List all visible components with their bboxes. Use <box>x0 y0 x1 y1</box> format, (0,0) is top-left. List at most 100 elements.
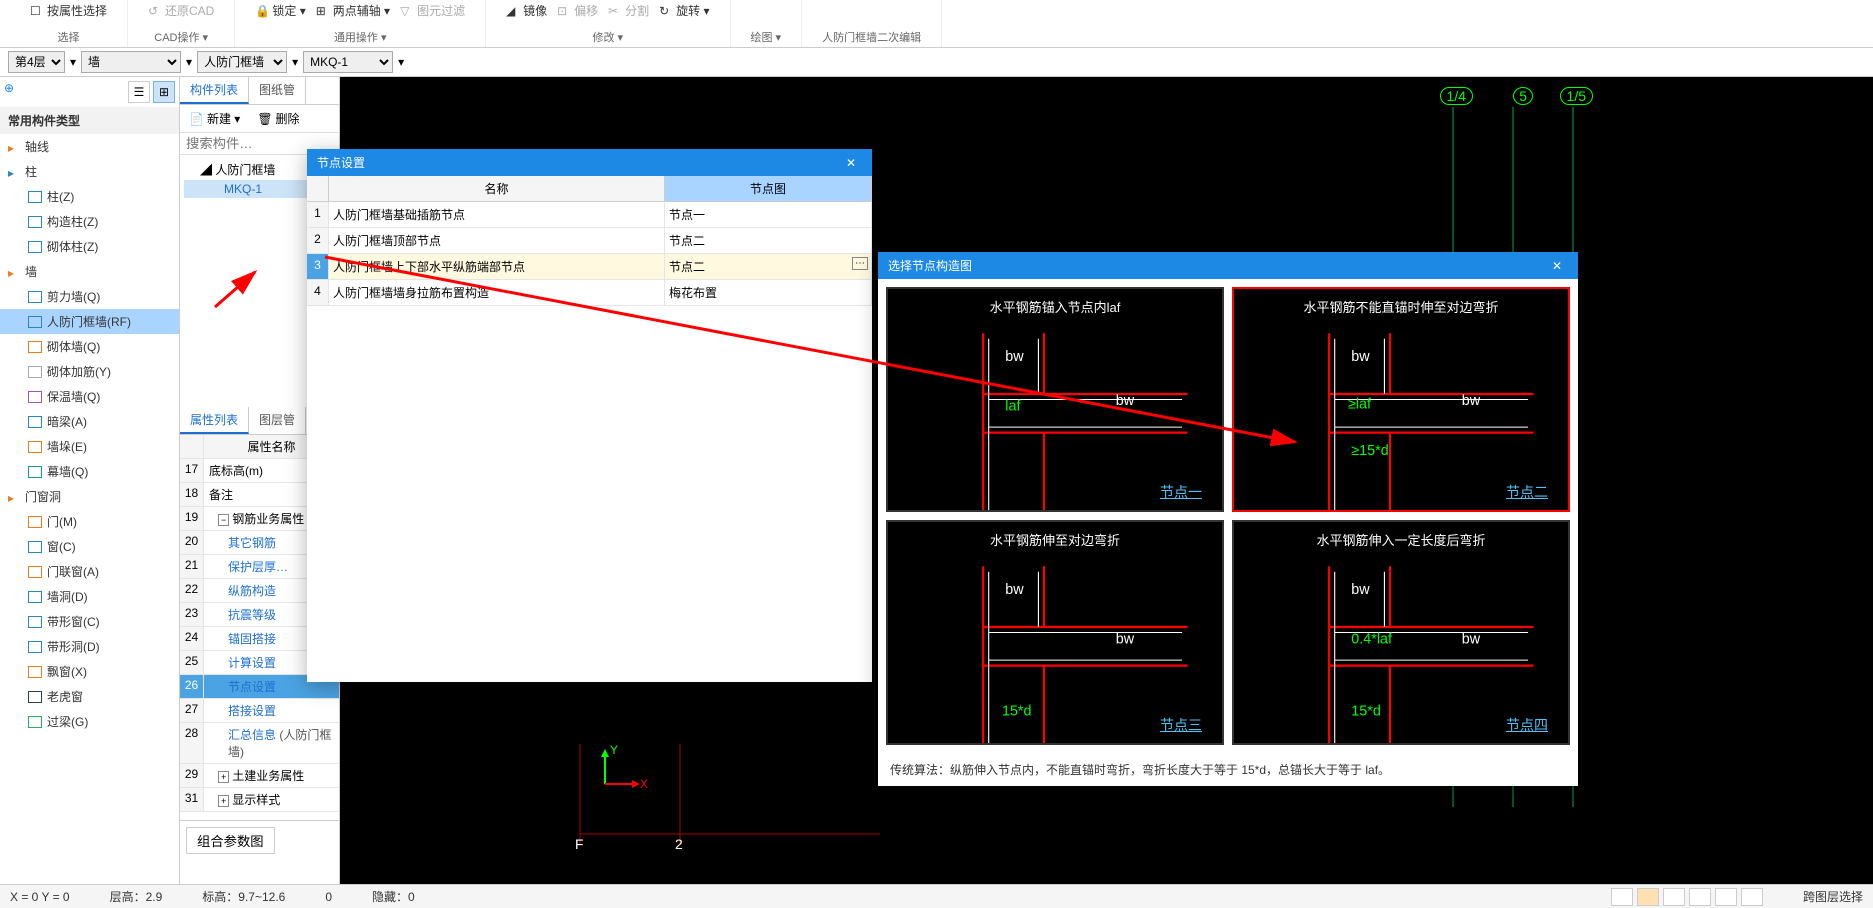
property-row[interactable]: 29+土建业务属性 <box>180 764 339 788</box>
ribbon-item: ⊡偏移 <box>557 2 598 19</box>
svg-text:Y: Y <box>610 743 618 757</box>
nav-item[interactable]: 人防门框墙(RF) <box>0 309 179 334</box>
nav-header: 常用构件类型 <box>0 107 179 134</box>
diagram-option[interactable]: 水平钢筋伸入一定长度后弯折 bw0.4*lafbw15*d 节点四 <box>1232 520 1570 745</box>
status-icon[interactable] <box>1663 888 1685 906</box>
close-icon[interactable]: ✕ <box>1546 259 1568 273</box>
category-select[interactable]: 墙 <box>81 51 181 73</box>
nav-item[interactable]: 老虎窗 <box>0 684 179 709</box>
nav-item[interactable]: 带形洞(D) <box>0 634 179 659</box>
new-button[interactable]: 📄 新建 ▾ <box>183 108 246 129</box>
nav-item[interactable]: 墙垛(E) <box>0 434 179 459</box>
nav-item[interactable]: 柱(Z) <box>0 184 179 209</box>
diagram-option[interactable]: 水平钢筋锚入节点内laf bw laf bw 节点一 <box>886 287 1224 512</box>
ribbon-item[interactable]: ☐按属性选择 <box>30 2 107 19</box>
ribbon-item[interactable]: 🔒锁定 ▾ <box>255 2 305 19</box>
ribbon-group-label: 修改 ▾ <box>593 29 624 45</box>
svg-text:bw: bw <box>1462 632 1481 648</box>
diagram-link[interactable]: 节点一 <box>1160 482 1202 502</box>
node-row[interactable]: 1人防门框墙基础插筋节点节点一 <box>307 202 872 228</box>
col-name: 名称 <box>329 176 665 201</box>
nav-item[interactable]: 幕墙(Q) <box>0 459 179 484</box>
nav-item[interactable]: 门(M) <box>0 509 179 534</box>
diagram-link[interactable]: 节点二 <box>1506 482 1548 502</box>
combo-param-button[interactable]: 组合参数图 <box>186 827 275 854</box>
left-nav: ⊕ ☰ ⊞ 常用构件类型 ▸轴线▸柱柱(Z)构造柱(Z)砌体柱(Z)▸墙剪力墙(… <box>0 77 180 884</box>
nav-item[interactable]: 门联窗(A) <box>0 559 179 584</box>
svg-text:≥laf: ≥laf <box>1348 396 1372 412</box>
svg-text:bw: bw <box>1116 393 1135 409</box>
property-row[interactable]: 31+显示样式 <box>180 788 339 812</box>
status-zero: 0 <box>325 890 332 904</box>
nav-group[interactable]: ▸轴线 <box>0 134 179 159</box>
axis-f: F <box>575 836 584 852</box>
diagram-link[interactable]: 节点三 <box>1160 715 1202 735</box>
nav-item[interactable]: 过梁(G) <box>0 709 179 734</box>
node-row[interactable]: 2人防门框墙顶部节点节点二 <box>307 228 872 254</box>
svg-text:bw: bw <box>1351 349 1370 365</box>
svg-text:bw: bw <box>1462 393 1481 409</box>
nav-item[interactable]: 飘窗(X) <box>0 659 179 684</box>
nav-item[interactable]: 剪力墙(Q) <box>0 284 179 309</box>
nav-group[interactable]: ▸墙 <box>0 259 179 284</box>
axis-label: 5 <box>1513 87 1533 105</box>
status-floor-height: 层高：2.9 <box>110 888 163 905</box>
status-icon[interactable] <box>1689 888 1711 906</box>
tab-component-list[interactable]: 构件列表 <box>180 77 249 104</box>
status-icon[interactable] <box>1611 888 1633 906</box>
tab-properties[interactable]: 属性列表 <box>180 407 249 434</box>
ribbon-item[interactable]: ◢镜像 <box>506 2 547 19</box>
nav-item[interactable]: 墙洞(D) <box>0 584 179 609</box>
status-icon[interactable] <box>1637 888 1659 906</box>
view-list-icon[interactable]: ☰ <box>128 81 150 103</box>
ribbon-item: ✂分割 <box>608 2 649 19</box>
tab-drawing[interactable]: 图纸管 <box>249 77 306 104</box>
delete-button[interactable]: 🗑 删除 <box>251 108 305 129</box>
col-diagram: 节点图 <box>665 176 872 201</box>
property-row[interactable]: 28汇总信息 (人防门框墙) <box>180 723 339 764</box>
node-row[interactable]: 3人防门框墙上下部水平纵筋端部节点节点二⋯ <box>307 254 872 280</box>
svg-text:15*d: 15*d <box>1002 703 1032 719</box>
node-row[interactable]: 4人防门框墙墙身拉筋布置构造梅花布置 <box>307 280 872 306</box>
status-icon[interactable] <box>1715 888 1737 906</box>
nav-item[interactable]: 砌体墙(Q) <box>0 334 179 359</box>
nav-item[interactable]: 砌体柱(Z) <box>0 234 179 259</box>
ribbon-group-label: 通用操作 ▾ <box>334 29 387 45</box>
diagram-option[interactable]: 水平钢筋伸至对边弯折 bwbw15*d 节点三 <box>886 520 1224 745</box>
close-icon[interactable]: ✕ <box>840 156 862 170</box>
ribbon-item[interactable]: ⊞两点辅轴 ▾ <box>316 2 390 19</box>
ribbon-group-label: 人防门框墙二次编辑 <box>822 29 921 45</box>
ribbon-item[interactable]: ↻旋转 ▾ <box>659 2 709 19</box>
node-settings-dialog: 节点设置 ✕ 名称 节点图 1人防门框墙基础插筋节点节点一2人防门框墙顶部节点节… <box>307 149 872 682</box>
status-icon[interactable] <box>1741 888 1763 906</box>
svg-text:bw: bw <box>1005 349 1024 365</box>
nav-item[interactable]: 构造柱(Z) <box>0 209 179 234</box>
view-grid-icon[interactable]: ⊞ <box>153 81 175 103</box>
nav-item[interactable]: 暗梁(A) <box>0 409 179 434</box>
nav-expand-icon[interactable]: ⊕ <box>4 81 14 103</box>
ribbon-group-label: 选择 <box>58 29 80 45</box>
diagram-link[interactable]: 节点四 <box>1506 715 1548 735</box>
select-diagram-dialog: 选择节点构造图 ✕ 水平钢筋锚入节点内laf bwlafbw 节点一 水平钢筋不… <box>878 252 1578 786</box>
diagram-option[interactable]: 水平钢筋不能直锚时伸至对边弯折 bw≥lafbw≥15*d 节点二 <box>1232 287 1570 512</box>
nav-group[interactable]: ▸柱 <box>0 159 179 184</box>
diagram-title: 水平钢筋锚入节点内laf <box>888 297 1222 316</box>
property-row[interactable]: 27搭接设置 <box>180 699 339 723</box>
nav-item[interactable]: 砌体加筋(Y) <box>0 359 179 384</box>
status-hide: 隐藏：0 <box>372 888 415 905</box>
tab-layers[interactable]: 图层管 <box>249 407 306 434</box>
axis-label: 1/4 <box>1440 87 1473 105</box>
dialog-title: 节点设置 <box>317 154 365 171</box>
diagram-title: 水平钢筋伸至对边弯折 <box>888 530 1222 549</box>
nav-item[interactable]: 保温墙(Q) <box>0 384 179 409</box>
floor-select[interactable]: 第4层 <box>8 51 65 73</box>
type-select[interactable]: 人防门框墙 <box>197 51 287 73</box>
svg-text:laf: laf <box>1005 399 1021 415</box>
name-select[interactable]: MKQ-1 <box>303 51 393 73</box>
expand-icon[interactable]: ⋯ <box>852 257 868 270</box>
dropdowns-bar: 第4层 ▾ 墙 ▾ 人防门框墙 ▾ MKQ-1 ▾ <box>0 48 1873 77</box>
nav-item[interactable]: 带形窗(C) <box>0 609 179 634</box>
status-coord: X = 0 Y = 0 <box>10 890 70 904</box>
nav-item[interactable]: 窗(C) <box>0 534 179 559</box>
nav-group[interactable]: ▸门窗洞 <box>0 484 179 509</box>
